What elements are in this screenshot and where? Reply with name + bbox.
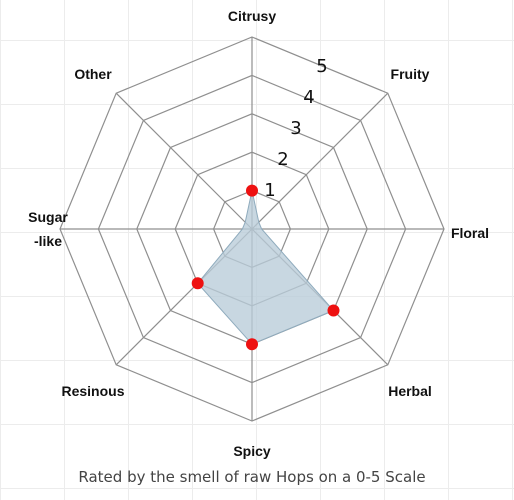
chart-caption: Rated by the smell of raw Hops on a 0-5 … bbox=[78, 468, 426, 486]
axis-label: Spicy bbox=[233, 443, 271, 459]
axis-label: Herbal bbox=[388, 383, 432, 399]
ring-label: 5 bbox=[316, 56, 327, 77]
radar-spoke bbox=[251, 92, 389, 230]
axis-label: Other bbox=[74, 66, 112, 82]
ring-label: 3 bbox=[290, 118, 301, 139]
data-point-marker bbox=[246, 338, 258, 351]
data-point-marker bbox=[327, 304, 340, 317]
ring-label: 2 bbox=[277, 149, 288, 170]
axis-label: Sugar bbox=[28, 209, 68, 225]
data-point-marker bbox=[246, 184, 258, 197]
axis-label: Floral bbox=[451, 225, 489, 241]
axis-label: Resinous bbox=[61, 383, 124, 399]
ring-label: 1 bbox=[264, 180, 275, 201]
axis-label: Citrusy bbox=[228, 8, 276, 24]
axis-labels: Citrusy Fruity Floral Herbal Spicy Resinous Su… bbox=[28, 8, 489, 459]
axis-label: Fruity bbox=[391, 66, 430, 82]
series-markers bbox=[191, 184, 340, 351]
ring-label: 4 bbox=[303, 87, 314, 108]
data-point-marker bbox=[191, 277, 204, 290]
radar-spoke bbox=[115, 92, 253, 230]
axis-label: -like bbox=[34, 233, 62, 249]
